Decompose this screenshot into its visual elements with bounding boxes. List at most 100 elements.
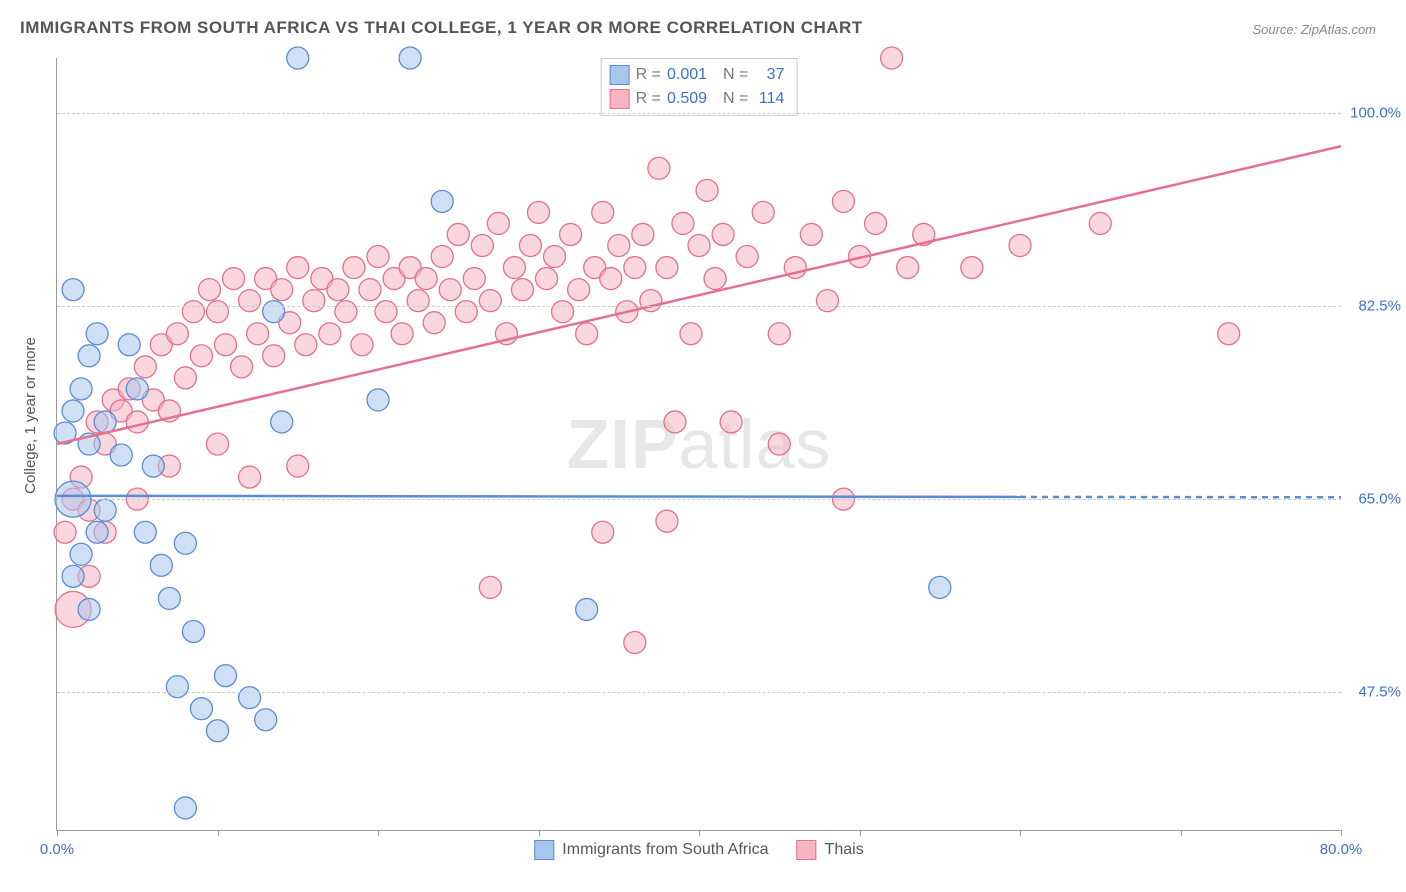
- scatter-point: [423, 312, 445, 334]
- scatter-point: [327, 279, 349, 301]
- scatter-point: [544, 246, 566, 268]
- scatter-point: [287, 47, 309, 69]
- scatter-point: [391, 323, 413, 345]
- legend-r-label-0: R =: [636, 63, 661, 87]
- scatter-point: [897, 257, 919, 279]
- scatter-point: [174, 532, 196, 554]
- scatter-point: [86, 323, 108, 345]
- legend-item-0: Immigrants from South Africa: [534, 840, 768, 860]
- scatter-point: [832, 190, 854, 212]
- scatter-point: [118, 334, 140, 356]
- scatter-point: [239, 290, 261, 312]
- x-tick-mark: [1020, 830, 1021, 836]
- scatter-point: [471, 234, 493, 256]
- scatter-point: [568, 279, 590, 301]
- gridline-h: [57, 306, 1341, 307]
- scatter-point: [86, 521, 108, 543]
- scatter-point: [1009, 234, 1031, 256]
- legend-r-label-1: R =: [636, 87, 661, 111]
- scatter-point: [503, 257, 525, 279]
- scatter-point: [126, 378, 148, 400]
- scatter-point: [255, 709, 277, 731]
- scatter-point: [207, 720, 229, 742]
- scatter-point: [70, 378, 92, 400]
- scatter-point: [70, 543, 92, 565]
- trend-line: [57, 496, 1020, 497]
- scatter-point: [287, 455, 309, 477]
- legend-stats-row-1: R = 0.509 N = 114: [610, 87, 785, 111]
- scatter-point: [528, 201, 550, 223]
- scatter-point: [166, 676, 188, 698]
- scatter-point: [961, 257, 983, 279]
- scatter-point: [865, 212, 887, 234]
- gridline-h: [57, 499, 1341, 500]
- plot-area: ZIPatlas R = 0.001 N = 37 R = 0.509 N = …: [56, 58, 1341, 831]
- scatter-point: [351, 334, 373, 356]
- scatter-point: [158, 587, 180, 609]
- x-tick-label: 80.0%: [1320, 841, 1363, 858]
- scatter-point: [190, 698, 212, 720]
- scatter-point: [182, 620, 204, 642]
- legend-series: Immigrants from South Africa Thais: [534, 840, 863, 860]
- scatter-point: [223, 268, 245, 290]
- scatter-point: [552, 301, 574, 323]
- scatter-point: [126, 411, 148, 433]
- legend-label-0: Immigrants from South Africa: [562, 841, 768, 859]
- scatter-point: [94, 499, 116, 521]
- y-tick-label: 47.5%: [1346, 684, 1401, 701]
- scatter-point: [110, 444, 132, 466]
- scatter-point: [439, 279, 461, 301]
- scatter-point: [487, 212, 509, 234]
- scatter-point: [319, 323, 341, 345]
- scatter-point: [174, 797, 196, 819]
- scatter-point: [134, 521, 156, 543]
- source-attribution: Source: ZipAtlas.com: [1252, 22, 1376, 37]
- scatter-point: [600, 268, 622, 290]
- chart-container: IMMIGRANTS FROM SOUTH AFRICA VS THAI COL…: [0, 0, 1406, 892]
- scatter-point: [166, 323, 188, 345]
- scatter-point: [656, 510, 678, 532]
- scatter-point: [536, 268, 558, 290]
- scatter-point: [359, 279, 381, 301]
- x-tick-mark: [57, 830, 58, 836]
- scatter-point: [1089, 212, 1111, 234]
- scatter-point: [142, 455, 164, 477]
- scatter-point: [768, 433, 790, 455]
- scatter-point: [415, 268, 437, 290]
- scatter-point: [800, 223, 822, 245]
- legend-swatch-1: [797, 840, 817, 860]
- scatter-point: [263, 301, 285, 323]
- scatter-point: [816, 290, 838, 312]
- scatter-point: [608, 234, 630, 256]
- x-tick-mark: [218, 830, 219, 836]
- scatter-point: [929, 576, 951, 598]
- y-axis-label-wrap: College, 1 year or more: [20, 0, 40, 830]
- scatter-point: [696, 179, 718, 201]
- scatter-point: [447, 223, 469, 245]
- scatter-point: [648, 157, 670, 179]
- scatter-point: [150, 554, 172, 576]
- scatter-point: [367, 389, 389, 411]
- scatter-point: [1218, 323, 1240, 345]
- scatter-point: [560, 223, 582, 245]
- legend-stats: R = 0.001 N = 37 R = 0.509 N = 114: [601, 58, 798, 116]
- legend-n-value-1: 114: [754, 87, 784, 111]
- legend-r-value-0: 0.001: [667, 63, 707, 87]
- y-axis-label: College, 1 year or more: [22, 337, 39, 494]
- gridline-h: [57, 113, 1341, 114]
- scatter-point: [174, 367, 196, 389]
- scatter-point: [576, 323, 598, 345]
- scatter-point: [62, 279, 84, 301]
- scatter-point: [656, 257, 678, 279]
- scatter-point: [592, 201, 614, 223]
- legend-item-1: Thais: [797, 840, 864, 860]
- legend-r-value-1: 0.509: [667, 87, 707, 111]
- scatter-point: [688, 234, 710, 256]
- scatter-point: [239, 466, 261, 488]
- x-tick-mark: [1341, 830, 1342, 836]
- scatter-point: [720, 411, 742, 433]
- scatter-point: [407, 290, 429, 312]
- scatter-point: [463, 268, 485, 290]
- x-tick-label: 0.0%: [40, 841, 74, 858]
- scatter-point: [519, 234, 541, 256]
